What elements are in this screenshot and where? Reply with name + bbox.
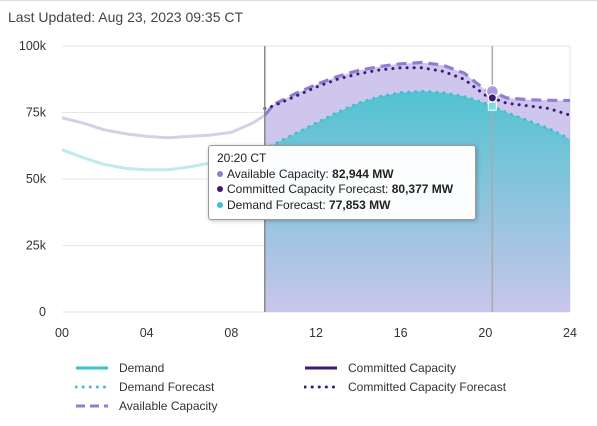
x-tick-label: 04 — [140, 326, 154, 340]
last-updated-label: Last Updated: Aug 23, 2023 09:35 CT — [8, 9, 244, 25]
tooltip-row-demand-forecast: Demand Forecast: 77,853 MW — [217, 198, 467, 214]
tooltip-value-available: 82,944 MW — [332, 166, 394, 181]
hover-point-committed-capacity-forecast[interactable] — [487, 93, 497, 103]
legend-swatch — [305, 366, 337, 370]
top-divider — [0, 0, 597, 1]
chart-markers[interactable] — [485, 84, 500, 111]
legend-item-demand[interactable]: Demand — [75, 360, 164, 376]
legend-swatch — [76, 404, 108, 408]
legend-item-committed-capacity-forecast[interactable]: Committed Capacity Forecast — [304, 379, 506, 395]
legend-item-available-capacity[interactable]: Available Capacity — [75, 398, 218, 414]
legend-label: Committed Capacity Forecast — [348, 380, 507, 394]
legend-item-demand-forecast[interactable]: Demand Forecast — [75, 379, 214, 395]
legend-swatch — [75, 385, 109, 389]
x-tick-label: 16 — [394, 326, 408, 340]
x-tick-label: 12 — [309, 326, 323, 340]
legend-label: Available Capacity — [119, 399, 218, 413]
x-tick-label: 20 — [478, 326, 492, 340]
x-tick-label: 08 — [224, 326, 238, 340]
tooltip-dot-demand-forecast — [217, 201, 223, 208]
x-tick-label: 00 — [55, 326, 69, 340]
y-tick-label: 25k — [26, 239, 47, 253]
tooltip-label-available: Available Capacity: — [227, 166, 333, 181]
tooltip-label-demand-forecast: Demand Forecast: — [227, 197, 330, 212]
legend-label: Demand — [119, 361, 165, 375]
tooltip-dot-committed — [217, 186, 223, 192]
legend-swatch — [304, 385, 338, 389]
y-tick-label: 100k — [19, 39, 47, 53]
tooltip-label-committed: Committed Capacity Forecast: — [227, 182, 392, 196]
hover-point-demand-forecast[interactable] — [487, 101, 497, 111]
tooltip-row-available: Available Capacity: 82,944 MW — [217, 167, 467, 183]
tooltip-time: 20:20 CT — [217, 151, 267, 165]
legend-item-committed-capacity[interactable]: Committed Capacity — [304, 360, 456, 376]
y-tick-label: 75k — [26, 106, 47, 120]
available-capacity-line — [263, 60, 571, 117]
available-capacity-history-line — [61, 113, 266, 140]
chart-legend: Demand Committed Capacity Demand Forecast C… — [75, 360, 595, 420]
tooltip-row-committed: Committed Capacity Forecast: 80,377 MW — [217, 182, 467, 198]
legend-label: Demand Forecast — [119, 380, 215, 394]
legend-swatch — [76, 366, 108, 370]
legend-label: Committed Capacity — [348, 361, 457, 375]
committed-capacity-forecast-line — [263, 66, 572, 117]
tooltip-dot-available — [217, 170, 223, 177]
tooltip-value-committed: 80,377 MW — [391, 182, 454, 196]
y-tick-label: 0 — [39, 305, 46, 319]
demand-forecast-line — [263, 89, 572, 152]
chart-tooltip: 20:20 CT Available Capacity: 82,944 MW C… — [208, 145, 476, 220]
y-tick-label: 50k — [26, 172, 47, 186]
tooltip-value-demand-forecast: 77,853 MW — [329, 197, 391, 212]
chart-axes: 0 25k 50k 75k 100k 00 04 08 12 16 20 24 — [19, 39, 577, 340]
x-tick-label: 24 — [563, 326, 577, 340]
